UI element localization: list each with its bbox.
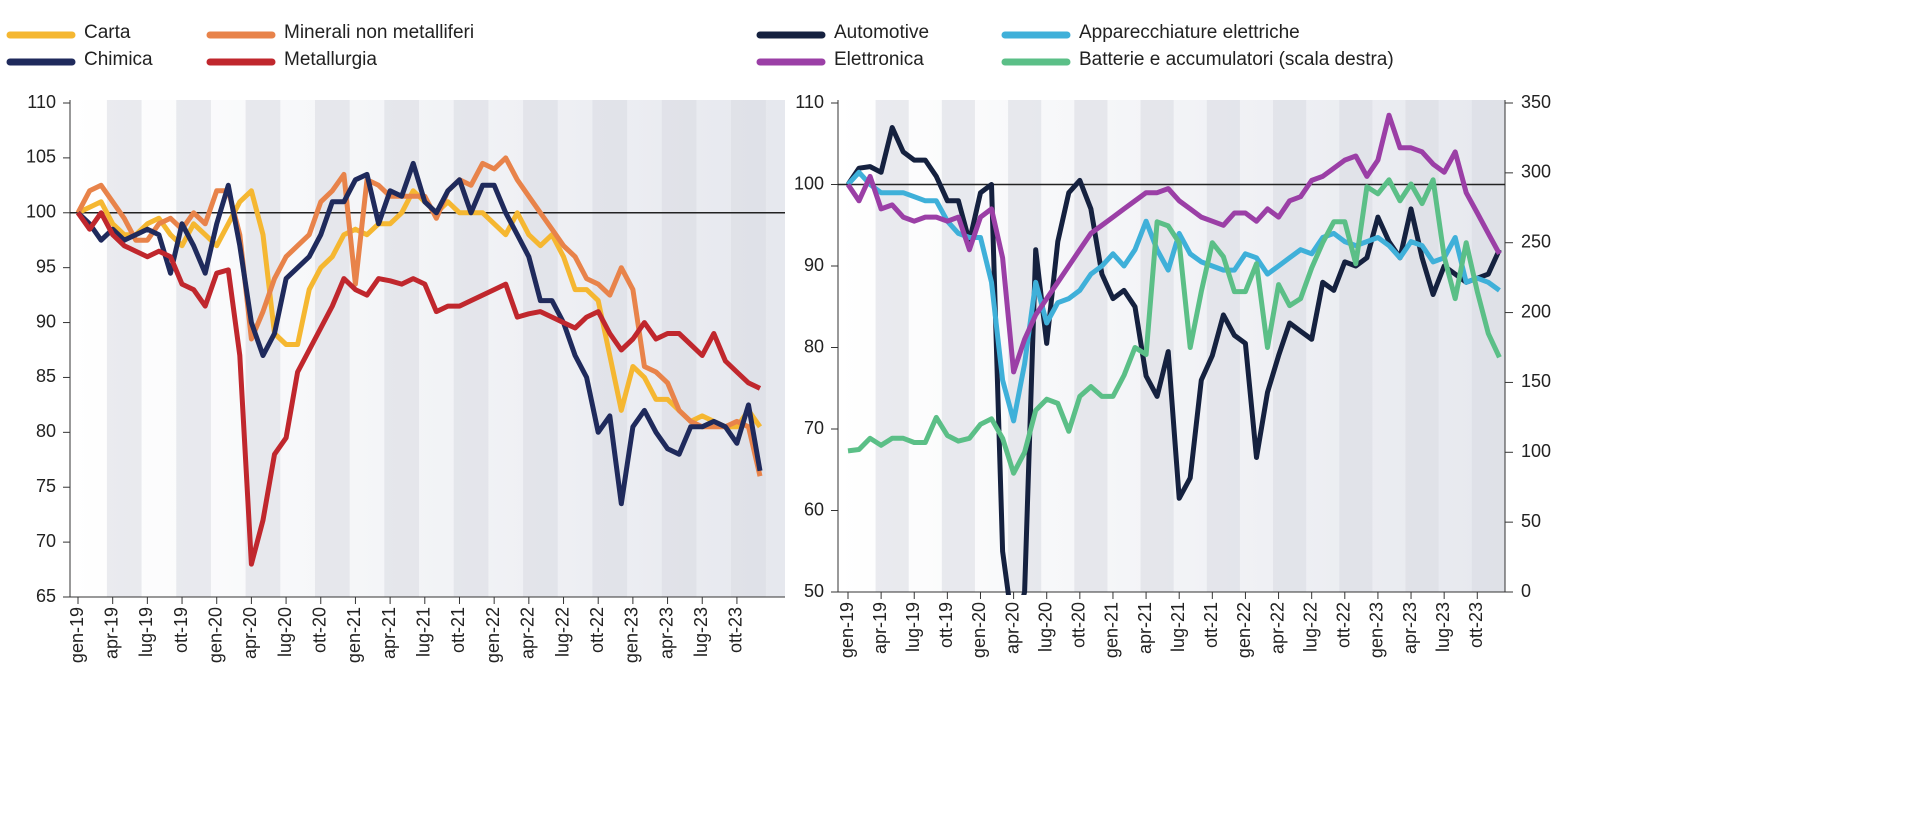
x-tick-label: gen-21 — [344, 607, 364, 663]
y-tick-label: 105 — [26, 147, 56, 167]
y-tick-label: 70 — [804, 418, 824, 438]
quarter-band — [453, 100, 489, 597]
quarter-band — [384, 100, 420, 597]
series-line — [75, 210, 762, 567]
x-tick-label: apr-20 — [1002, 602, 1022, 654]
y-tick-label: 110 — [27, 92, 56, 112]
quarter-band — [176, 100, 211, 597]
x-tick-label: apr-22 — [1267, 602, 1287, 654]
legend-label: Carta — [84, 22, 131, 43]
x-tick-label: gen-23 — [1367, 602, 1387, 658]
quarter-band — [1273, 100, 1307, 592]
x-tick-label: lug-22 — [1300, 602, 1320, 652]
quarter-band — [731, 100, 766, 597]
x-tick-label: lug-23 — [1433, 602, 1453, 652]
quarter-band — [1074, 100, 1108, 592]
quarter-band — [1339, 100, 1373, 592]
series-line — [76, 160, 763, 507]
x-tick-label: lug-22 — [552, 607, 572, 657]
x-tick-label: apr-23 — [656, 607, 676, 659]
x-tick-label: apr-23 — [1400, 602, 1420, 654]
y-tick-label: 90 — [804, 255, 824, 275]
y-tick-label: 65 — [36, 586, 56, 606]
x-tick-label: gen-20 — [969, 602, 989, 658]
legend-label: Batterie e accumulatori (scala destra) — [1079, 49, 1394, 70]
y2-tick-label: 250 — [1521, 231, 1551, 251]
x-tick-label: ott-22 — [1334, 602, 1354, 648]
y2-tick-label: 300 — [1521, 162, 1551, 182]
legend-label: Metallurgia — [284, 49, 377, 70]
quarter-band — [661, 100, 697, 597]
x-tick-label: gen-23 — [622, 607, 642, 663]
series-line — [846, 169, 1501, 424]
x-tick-label: ott-19 — [171, 607, 191, 653]
quarter-band — [523, 100, 558, 597]
y-tick-label: 100 — [794, 173, 824, 193]
series-line — [847, 177, 1502, 476]
x-tick-label: gen-21 — [1102, 602, 1122, 658]
x-tick-label: gen-22 — [1234, 602, 1254, 658]
x-tick-label: lug-21 — [414, 607, 434, 657]
x-tick-label: ott-20 — [310, 607, 330, 653]
x-tick-label: apr-21 — [379, 607, 399, 659]
x-tick-label: lug-19 — [903, 602, 923, 652]
legend-label: Automotive — [834, 22, 929, 43]
x-tick-label: ott-21 — [1201, 602, 1221, 648]
legend-label: Elettronica — [834, 49, 924, 70]
series-group — [845, 112, 1502, 595]
x-tick-label: ott-21 — [448, 607, 468, 653]
y-tick-label: 50 — [804, 581, 824, 601]
x-tick-label: lug-23 — [691, 607, 711, 657]
y2-tick-label: 150 — [1521, 371, 1551, 391]
series-group — [75, 155, 763, 567]
quarter-band — [1206, 100, 1240, 592]
x-tick-label: ott-23 — [1466, 602, 1486, 648]
y-tick-label: 90 — [36, 311, 56, 331]
y2-tick-label: 100 — [1521, 441, 1551, 461]
quarter-band — [1471, 100, 1505, 592]
legend-label: Apparecchiature elettriche — [1079, 22, 1300, 43]
quarter-band — [941, 100, 975, 592]
x-tick-label: gen-22 — [483, 607, 503, 663]
y-tick-label: 80 — [804, 336, 824, 356]
y-tick-label: 100 — [26, 202, 56, 222]
y-tick-label: 75 — [36, 476, 56, 496]
x-tick-label: gen-20 — [205, 607, 225, 663]
y-tick-label: 60 — [804, 499, 824, 519]
x-tick-label: apr-19 — [870, 602, 890, 654]
x-tick-label: apr-22 — [518, 607, 538, 659]
x-tick-label: apr-20 — [240, 607, 260, 659]
quarter-band — [875, 100, 909, 592]
x-tick-label: lug-20 — [1035, 602, 1055, 652]
y-tick-label: 70 — [36, 531, 56, 551]
series-line — [75, 155, 763, 477]
x-tick-label: lug-19 — [136, 607, 156, 657]
legend-label: Chimica — [84, 49, 153, 70]
x-tick-label: lug-20 — [275, 607, 295, 657]
y-tick-label: 95 — [36, 256, 56, 276]
y-tick-label: 110 — [795, 92, 824, 112]
x-tick-label: ott-22 — [587, 607, 607, 653]
quarter-band — [106, 100, 142, 597]
x-tick-label: ott-20 — [1069, 602, 1089, 648]
y2-tick-label: 50 — [1521, 511, 1541, 531]
y2-tick-label: 0 — [1521, 581, 1531, 601]
x-tick-label: ott-23 — [726, 607, 746, 653]
x-tick-label: apr-21 — [1135, 602, 1155, 654]
series-line — [845, 112, 1502, 375]
x-tick-label: gen-19 — [67, 607, 87, 663]
x-tick-label: ott-19 — [936, 602, 956, 648]
y-tick-label: 80 — [36, 421, 56, 441]
y-tick-label: 85 — [36, 366, 56, 386]
x-tick-label: gen-19 — [837, 602, 857, 658]
y2-tick-label: 350 — [1521, 92, 1551, 112]
x-tick-label: apr-19 — [101, 607, 121, 659]
y2-tick-label: 200 — [1521, 301, 1551, 321]
x-tick-label: lug-21 — [1168, 602, 1188, 652]
quarter-band — [1405, 100, 1439, 592]
legend-label: Minerali non metalliferi — [284, 22, 474, 43]
